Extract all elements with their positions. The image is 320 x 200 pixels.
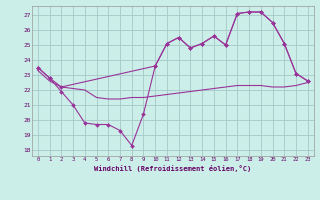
X-axis label: Windchill (Refroidissement éolien,°C): Windchill (Refroidissement éolien,°C) bbox=[94, 165, 252, 172]
